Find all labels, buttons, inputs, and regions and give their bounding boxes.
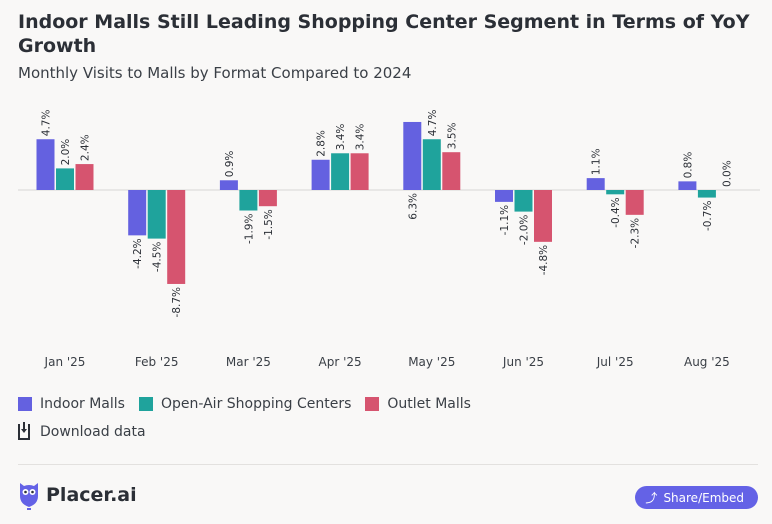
legend-label: Outlet Malls [387,396,471,412]
legend-label: Indoor Malls [40,396,125,412]
data-label: 2.8% [316,130,328,157]
data-label: -2.0% [519,215,531,245]
placer-logo: Placer.ai [18,480,137,510]
bar[interactable] [167,190,186,284]
share-label: Share/Embed [663,490,744,505]
data-label: -4.8% [538,245,550,275]
bar[interactable] [350,153,369,190]
divider [18,464,758,465]
data-label: -4.5% [152,242,164,272]
bar[interactable] [258,190,277,207]
legend-item-open-air[interactable]: Open-Air Shopping Centers [138,396,352,412]
x-tick-label: Feb '25 [135,355,179,369]
data-label: -4.2% [132,238,144,268]
chart-title: Indoor Malls Still Leading Shopping Cent… [18,11,750,57]
data-label: -2.3% [630,218,642,248]
x-tick-label: Mar '25 [226,355,271,369]
bar[interactable] [239,190,258,211]
x-tick-label: Apr '25 [319,355,362,369]
data-label: -0.4% [610,197,622,227]
legend-swatch [138,397,153,411]
legend-item-indoor-malls[interactable]: Indoor Malls [18,396,125,412]
data-label: 2.0% [60,139,72,166]
bar[interactable] [75,164,94,190]
bar[interactable] [128,190,147,236]
data-label: 0.8% [682,152,694,179]
bar[interactable] [56,168,74,190]
data-label: 4.7% [427,110,439,137]
download-label: Download data [40,424,146,440]
bar[interactable] [331,153,350,190]
data-label: 0.0% [721,160,733,187]
bar[interactable] [678,181,697,190]
legend: Indoor Malls Open-Air Shopping Centers O… [18,396,471,412]
data-label: 0.9% [224,151,236,178]
data-label: -1.9% [243,214,255,244]
x-tick-label: Jul '25 [596,355,634,369]
legend-item-outlet-malls[interactable]: Outlet Malls [365,396,471,412]
brand-name: Placer.ai [46,484,137,506]
legend-swatch [18,397,32,411]
data-label: 3.4% [355,124,367,151]
data-label: 6.3% [407,193,419,220]
bar[interactable] [422,139,441,190]
bar-chart: 4.7% 2.0% 2.4% Jan '25 -4.2% -4.5% -8.7% Feb '2… [18,110,760,369]
share-embed-button[interactable]: ⤴ Share/Embed [635,486,758,509]
data-label: 3.5% [446,123,458,150]
x-tick-label: Jan '25 [44,355,86,369]
bar[interactable] [219,180,238,190]
bar[interactable] [625,190,644,215]
x-tick-label: May '25 [408,355,455,369]
x-tick-label: Jun '25 [502,355,544,369]
data-label: 4.7% [41,110,53,137]
bar[interactable] [586,178,605,190]
bar[interactable] [311,159,330,190]
data-label: 1.1% [591,148,603,175]
bar[interactable] [147,190,166,239]
data-label: -8.7% [171,287,183,317]
download-data-button[interactable]: Download data [18,422,146,440]
bar[interactable] [514,190,533,212]
owl-logo-icon [20,483,38,510]
download-icon [18,422,30,440]
data-label: -1.1% [499,205,511,235]
x-tick-label: Aug '25 [684,355,730,369]
chart-subtitle: Monthly Visits to Malls by Format Compar… [18,64,412,82]
legend-swatch [365,397,380,411]
bar[interactable] [403,121,422,190]
legend-label: Open-Air Shopping Centers [160,396,352,412]
bar[interactable] [36,139,55,190]
data-label: -1.5% [263,209,275,239]
data-label: 2.4% [80,134,92,161]
bar[interactable] [534,190,552,242]
data-label: 3.4% [335,124,347,151]
data-label: -0.7% [702,201,714,231]
share-icon: ⤴ [645,491,658,505]
bar[interactable] [697,190,716,198]
bar[interactable] [495,190,513,202]
bar[interactable] [606,190,625,195]
bar[interactable] [442,152,461,190]
